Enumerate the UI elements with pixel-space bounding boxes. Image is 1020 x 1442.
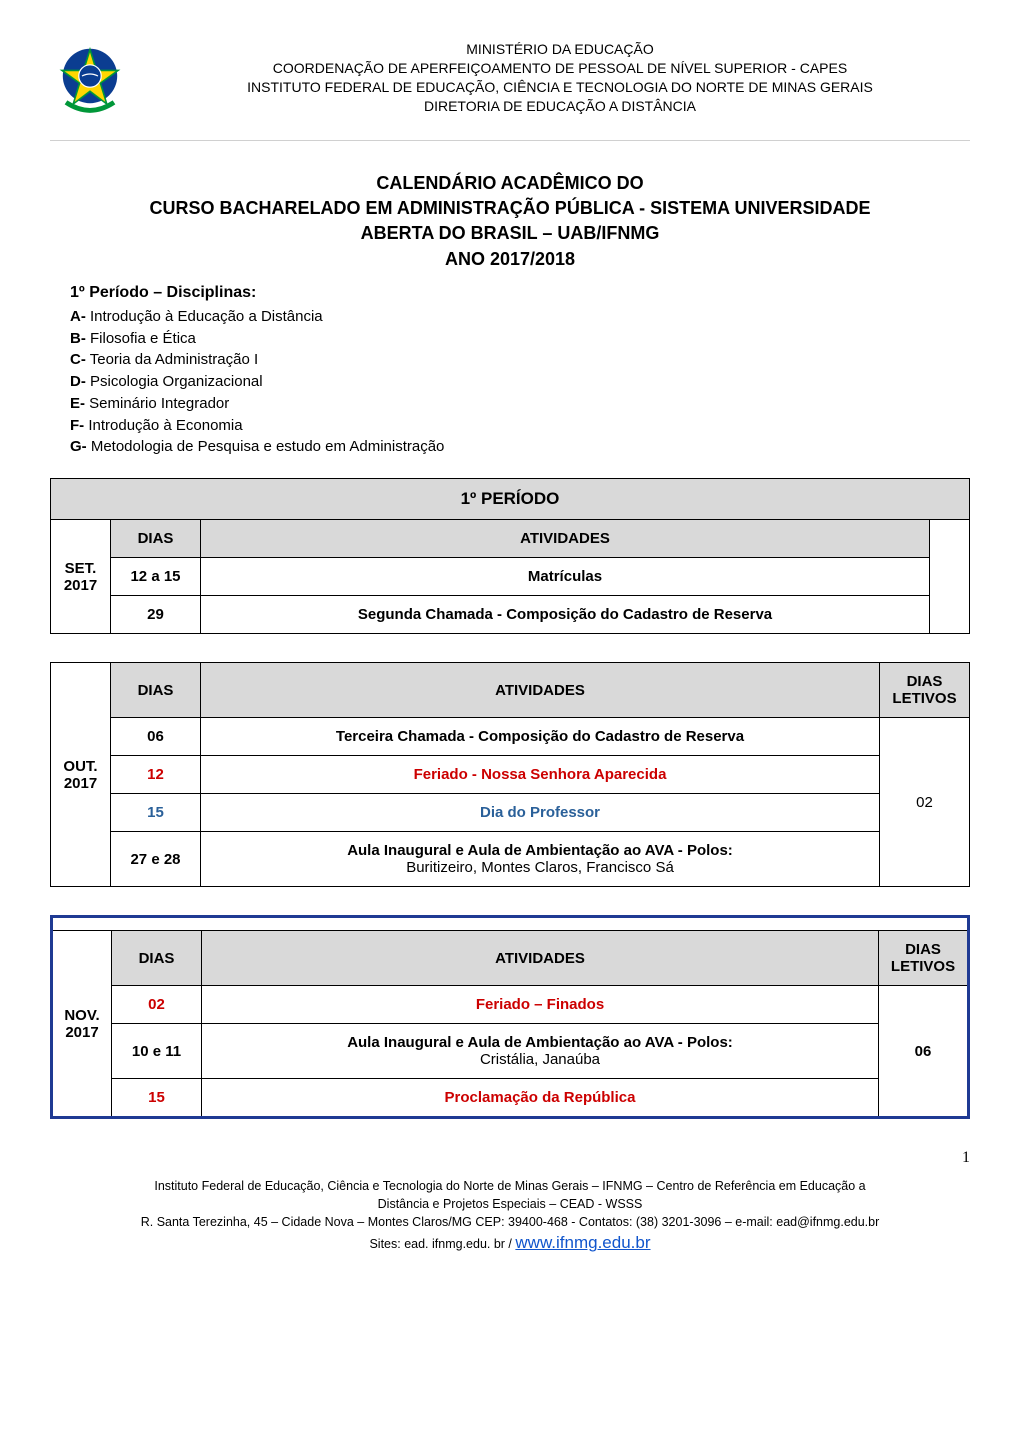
- activity-text: Feriado – Finados: [476, 996, 604, 1013]
- activity-text: Matrículas: [528, 568, 602, 585]
- discipline-item: C- Teoria da Administração I: [70, 349, 970, 371]
- title-line: ANO 2017/2018: [50, 247, 970, 272]
- footer-sites-prefix: Sites: ead. ifnmg.edu. br /: [369, 1237, 515, 1251]
- col-header-atividades: ATIVIDADES: [201, 520, 930, 558]
- table-row: 06 Terceira Chamada - Composição do Cada…: [51, 718, 970, 756]
- activity-subtext: Cristália, Janaúba: [210, 1051, 870, 1068]
- col-header-letivos: DIAS LETIVOS: [879, 931, 969, 986]
- ministry-heading: MINISTÉRIO DA EDUCAÇÃO COORDENAÇÃO DE AP…: [150, 40, 970, 116]
- ministry-line: COORDENAÇÃO DE APERFEIÇOAMENTO DE PESSOA…: [150, 59, 970, 78]
- dias-value: 15: [112, 1079, 202, 1118]
- page-number: 1: [50, 1149, 970, 1167]
- footer-line: R. Santa Terezinha, 45 – Cidade Nova – M…: [50, 1213, 970, 1231]
- footer-line: Distância e Projetos Especiais – CEAD - …: [50, 1195, 970, 1213]
- dias-value: 12 a 15: [111, 558, 201, 596]
- discipline-item: F- Introdução à Economia: [70, 415, 970, 437]
- title-line: CALENDÁRIO ACADÊMICO DO: [50, 171, 970, 196]
- footer-line: Instituto Federal de Educação, Ciência e…: [50, 1177, 970, 1195]
- table-row: 15 Proclamação da República: [52, 1079, 969, 1118]
- empty-cell: [930, 520, 970, 634]
- discipline-item: E- Seminário Integrador: [70, 393, 970, 415]
- title-line: ABERTA DO BRASIL – UAB/IFNMG: [50, 221, 970, 246]
- dias-value: 12: [111, 756, 201, 794]
- table-row: 29 Segunda Chamada - Composição do Cadas…: [51, 596, 970, 634]
- dias-value: 10 e 11: [112, 1024, 202, 1079]
- discipline-item: B- Filosofia e Ética: [70, 328, 970, 350]
- table-row: 12 a 15 Matrículas: [51, 558, 970, 596]
- activity-text: Aula Inaugural e Aula de Ambientação ao …: [347, 842, 733, 859]
- activity-text: Feriado - Nossa Senhora Aparecida: [414, 766, 667, 783]
- table-row: 15 Dia do Professor: [51, 794, 970, 832]
- col-header-dias: DIAS: [111, 520, 201, 558]
- calendar-table-nov2017: NOV. 2017 DIAS ATIVIDADES DIAS LETIVOS 0…: [50, 915, 970, 1119]
- col-header-atividades: ATIVIDADES: [202, 931, 879, 986]
- table-row: 27 e 28 Aula Inaugural e Aula de Ambient…: [51, 832, 970, 887]
- spacer-row: [52, 917, 969, 931]
- col-header-dias: DIAS: [112, 931, 202, 986]
- discipline-item: D- Psicologia Organizacional: [70, 371, 970, 393]
- activity-text: Aula Inaugural e Aula de Ambientação ao …: [347, 1034, 733, 1051]
- activity-text: Segunda Chamada - Composição do Cadastro…: [358, 606, 772, 623]
- dias-value: 27 e 28: [111, 832, 201, 887]
- footer-sites-line: Sites: ead. ifnmg.edu. br / www.ifnmg.ed…: [50, 1231, 970, 1256]
- period-banner: 1º PERÍODO: [51, 479, 970, 520]
- dias-value: 06: [111, 718, 201, 756]
- title-line: CURSO BACHARELADO EM ADMINISTRAÇÃO PÚBLI…: [50, 196, 970, 221]
- month-label: SET. 2017: [51, 520, 111, 634]
- table-row: 12 Feriado - Nossa Senhora Aparecida: [51, 756, 970, 794]
- dias-value: 29: [111, 596, 201, 634]
- disciplines-list: A- Introdução à Educação a Distância B- …: [50, 306, 970, 458]
- dias-letivos-value: 06: [879, 986, 969, 1118]
- col-header-letivos: DIAS LETIVOS: [880, 663, 970, 718]
- discipline-item: A- Introdução à Educação a Distância: [70, 306, 970, 328]
- document-title: CALENDÁRIO ACADÊMICO DO CURSO BACHARELAD…: [50, 171, 970, 272]
- table-row: 02 Feriado – Finados 06: [52, 986, 969, 1024]
- activity-text: Terceira Chamada - Composição do Cadastr…: [336, 728, 744, 745]
- ministry-line: INSTITUTO FEDERAL DE EDUCAÇÃO, CIÊNCIA E…: [150, 78, 970, 97]
- ministry-line: DIRETORIA DE EDUCAÇÃO A DISTÂNCIA: [150, 97, 970, 116]
- ministry-line: MINISTÉRIO DA EDUCAÇÃO: [150, 40, 970, 59]
- document-footer: Instituto Federal de Educação, Ciência e…: [50, 1177, 970, 1256]
- brazil-coat-of-arms-icon: [50, 40, 130, 120]
- activity-subtext: Buritizeiro, Montes Claros, Francisco Sá: [209, 859, 871, 876]
- calendar-table-set2017: 1º PERÍODO SET. 2017 DIAS ATIVIDADES 12 …: [50, 478, 970, 634]
- dias-letivos-value: 02: [880, 718, 970, 887]
- discipline-item: G- Metodologia de Pesquisa e estudo em A…: [70, 436, 970, 458]
- calendar-table-out2017: OUT. 2017 DIAS ATIVIDADES DIAS LETIVOS 0…: [50, 662, 970, 887]
- activity-text: Proclamação da República: [445, 1089, 636, 1106]
- activity-text: Dia do Professor: [480, 804, 600, 821]
- col-header-dias: DIAS: [111, 663, 201, 718]
- month-label: NOV. 2017: [52, 931, 112, 1118]
- col-header-atividades: ATIVIDADES: [201, 663, 880, 718]
- period-heading: 1º Período – Disciplinas:: [50, 284, 970, 302]
- dias-value: 15: [111, 794, 201, 832]
- dias-value: 02: [112, 986, 202, 1024]
- month-label: OUT. 2017: [51, 663, 111, 887]
- document-header: MINISTÉRIO DA EDUCAÇÃO COORDENAÇÃO DE AP…: [50, 40, 970, 141]
- table-row: 10 e 11 Aula Inaugural e Aula de Ambient…: [52, 1024, 969, 1079]
- footer-main-link[interactable]: www.ifnmg.edu.br: [515, 1233, 650, 1252]
